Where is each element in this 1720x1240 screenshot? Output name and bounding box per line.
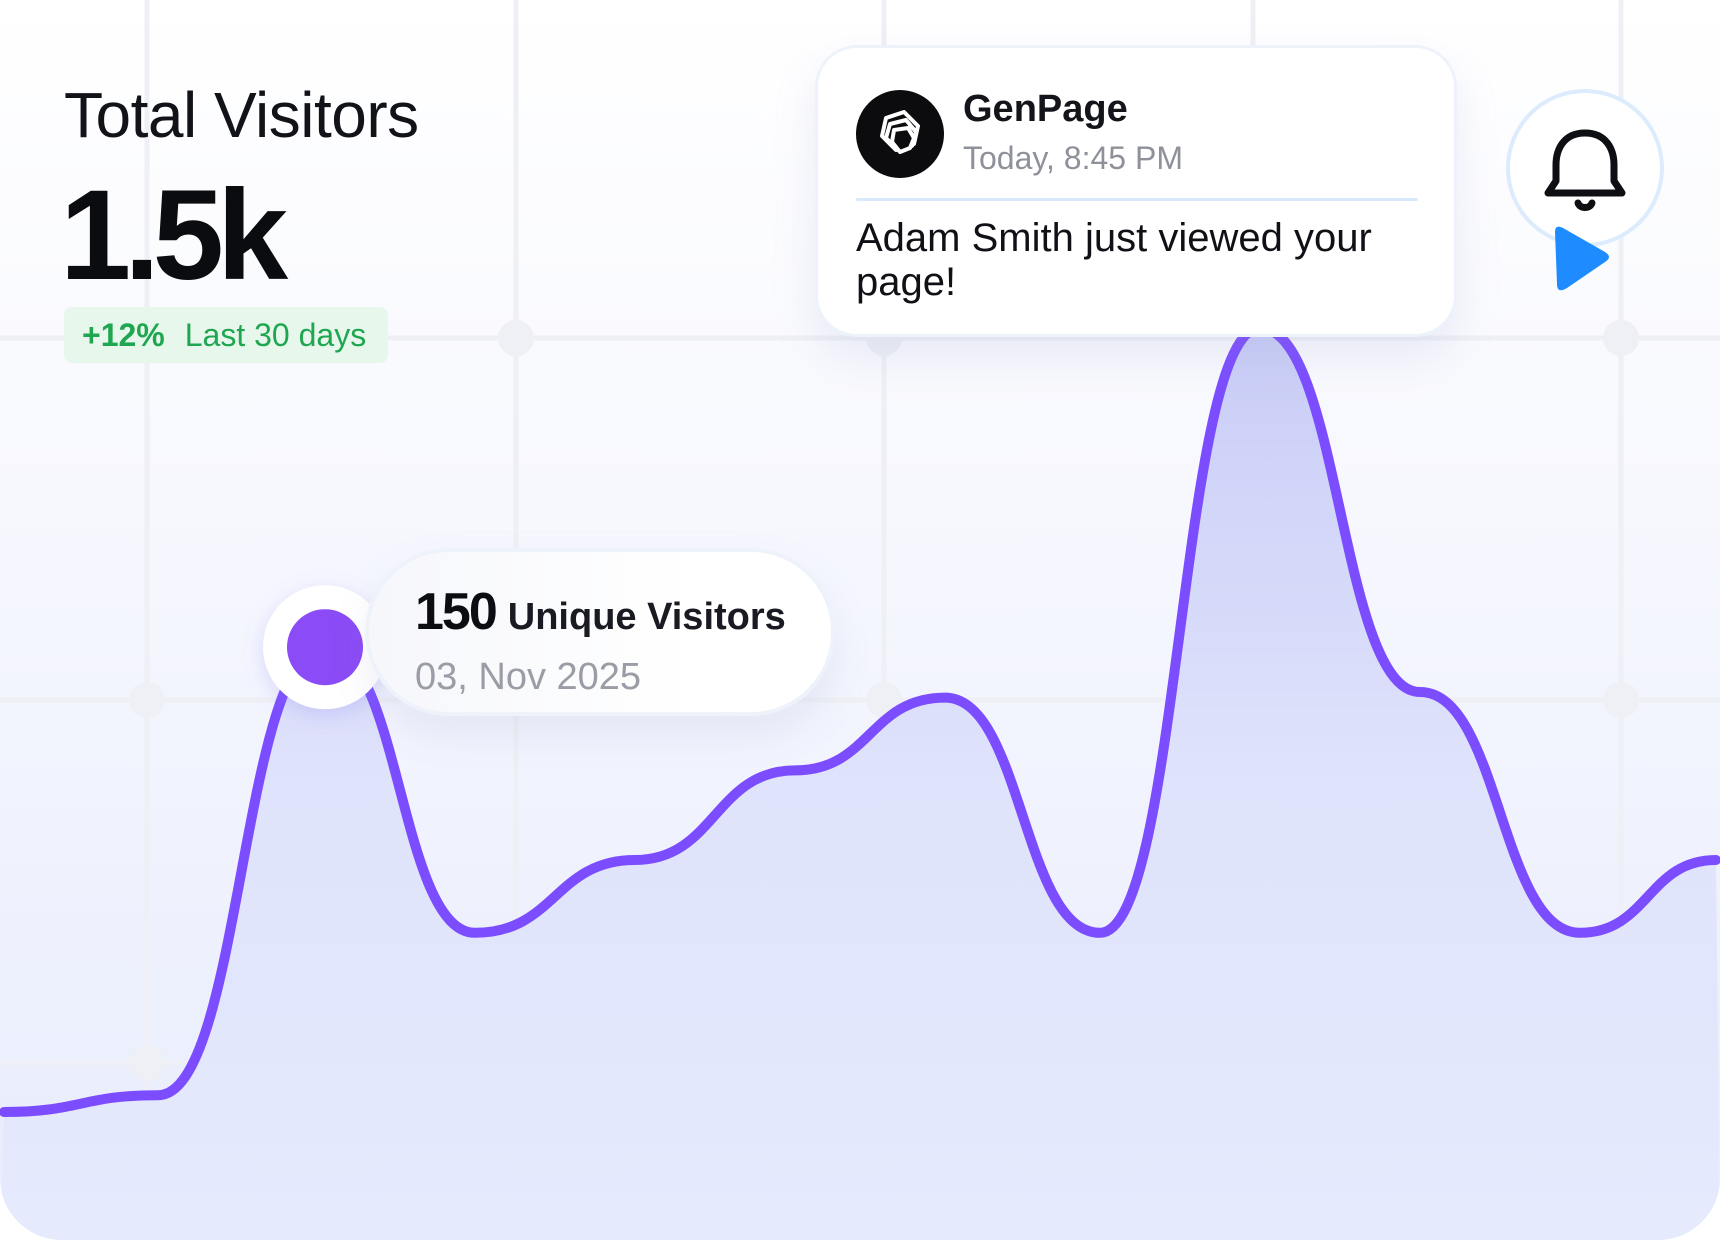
notification-card[interactable]: GenPage Today, 8:45 PM Adam Smith just v… (815, 45, 1457, 337)
notification-divider (856, 198, 1418, 201)
notification-time: Today, 8:45 PM (963, 140, 1183, 176)
total-visitors-value: 1.5k (60, 164, 288, 307)
grid-node (129, 1045, 165, 1081)
cursor-pointer-icon (1555, 226, 1609, 291)
bell-icon (1544, 129, 1626, 211)
chart-area-fill (0, 328, 1720, 1240)
grid-node (1603, 682, 1639, 718)
tooltip-count: 150 (415, 583, 498, 641)
change-period: Last 30 days (184, 316, 367, 353)
notification-message: Adam Smith just viewed your page! (856, 216, 1372, 304)
change-badge: +12% Last 30 days (64, 307, 388, 363)
genpage-logo-icon (856, 90, 944, 178)
grid-node (498, 320, 534, 356)
notification-app-name: GenPage (963, 88, 1128, 130)
total-visitors-title: Total Visitors (64, 79, 419, 151)
grid-node (129, 682, 165, 718)
tooltip-label: Unique Visitors (507, 596, 786, 638)
notifications-button[interactable] (1506, 89, 1664, 247)
grid-node (1603, 320, 1639, 356)
tooltip-date: 03, Nov 2025 (415, 656, 642, 698)
change-percent: +12% (82, 316, 165, 353)
highlight-point-marker[interactable] (287, 609, 363, 686)
data-point-tooltip: 150 Unique Visitors 03, Nov 2025 (365, 548, 835, 716)
